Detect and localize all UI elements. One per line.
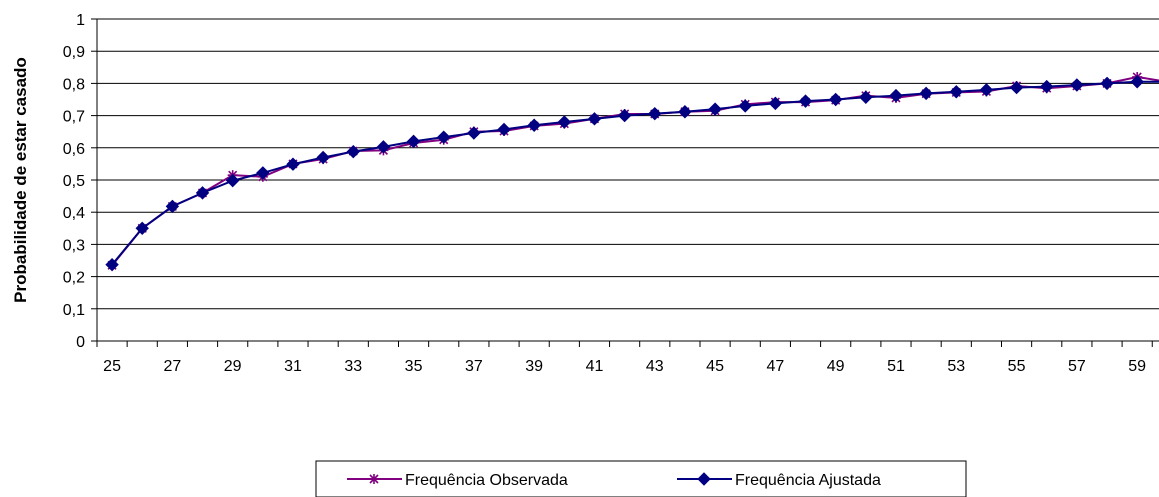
data-point — [587, 112, 602, 126]
series-adjusted — [105, 75, 1159, 272]
x-tick-label: 53 — [947, 358, 965, 375]
x-tick-label: 27 — [163, 358, 181, 375]
data-point — [1100, 76, 1114, 91]
data-point — [617, 108, 632, 123]
y-tick-label: 0,2 — [63, 270, 85, 287]
data-point — [889, 88, 903, 103]
data-point — [919, 86, 933, 101]
y-tick-label: 0 — [76, 334, 85, 351]
data-point — [678, 105, 692, 119]
data-point — [165, 199, 180, 214]
y-tick-label: 0,3 — [63, 237, 85, 254]
y-tick-label: 0,9 — [63, 44, 85, 61]
x-tick-label: 57 — [1068, 358, 1086, 375]
data-point — [557, 115, 572, 129]
x-tick-label: 49 — [827, 358, 845, 375]
data-point — [135, 221, 149, 236]
data-point — [195, 186, 210, 200]
data-point — [979, 83, 994, 97]
x-tick-label: 29 — [224, 358, 242, 375]
data-point — [467, 126, 481, 140]
y-tick-label: 1 — [76, 12, 85, 29]
legend-label: Frequência Observada — [405, 472, 568, 489]
x-tick-label: 43 — [646, 358, 664, 375]
data-point — [376, 140, 391, 154]
data-point — [346, 144, 360, 159]
data-point — [225, 173, 240, 188]
x-tick-label: 31 — [284, 358, 302, 375]
data-point — [648, 106, 662, 121]
x-tick-label: 55 — [1008, 358, 1026, 375]
x-tick-label: 41 — [586, 358, 604, 375]
x-tick-label: 37 — [465, 358, 483, 375]
axes — [91, 18, 1159, 347]
data-point — [286, 157, 300, 171]
data-point — [768, 96, 783, 111]
x-tick-label: 59 — [1128, 358, 1146, 375]
legend-item: Frequência Ajustada — [677, 472, 881, 489]
x-tick-label: 51 — [887, 358, 905, 375]
series-layer — [105, 71, 1159, 272]
legend-marker — [697, 472, 711, 486]
data-point — [1070, 78, 1084, 92]
data-point — [256, 166, 270, 180]
data-point — [738, 99, 752, 113]
x-tick-label: 47 — [766, 358, 784, 375]
y-tick-label: 0,1 — [63, 302, 85, 319]
data-point — [828, 92, 843, 107]
data-point — [406, 134, 421, 149]
y-tick-label: 0,7 — [63, 109, 85, 126]
y-tick-labels: 0 0,1 0,2 0,3 0,4 0,5 0,6 0,7 0,8 0,9 1 — [63, 12, 85, 351]
x-tick-label: 25 — [103, 358, 121, 375]
legend: Frequência Observada Frequência Ajustada — [315, 460, 967, 497]
legend-label: Frequência Ajustada — [735, 472, 881, 489]
data-point — [437, 130, 451, 144]
data-point — [1009, 80, 1024, 95]
data-point — [1130, 75, 1144, 89]
data-point — [316, 150, 330, 165]
data-point — [798, 94, 813, 108]
legend-marker — [369, 474, 379, 484]
data-point — [105, 257, 119, 272]
y-tick-label: 0,5 — [63, 173, 85, 190]
legend-item: Frequência Observada — [347, 472, 568, 489]
data-point — [527, 118, 541, 132]
y-axis-title: Probabilidade de estar casado — [11, 57, 30, 303]
x-tick-label: 45 — [706, 358, 724, 375]
x-tick-label: 35 — [405, 358, 423, 375]
data-point — [497, 122, 511, 137]
data-point — [859, 90, 873, 104]
y-tick-label: 0,4 — [63, 205, 85, 222]
data-point — [949, 85, 963, 99]
legend-box — [315, 460, 967, 497]
data-point — [708, 102, 722, 116]
x-tick-label: 39 — [525, 358, 543, 375]
y-tick-label: 0,6 — [63, 141, 85, 158]
x-tick-label: 33 — [344, 358, 362, 375]
data-point — [1040, 79, 1054, 94]
gridlines — [97, 18, 1159, 310]
y-tick-label: 0,8 — [63, 76, 85, 93]
x-tick-labels: 25 27 29 31 33 35 37 39 41 43 45 47 49 51 53 55 57 59 — [103, 358, 1146, 375]
